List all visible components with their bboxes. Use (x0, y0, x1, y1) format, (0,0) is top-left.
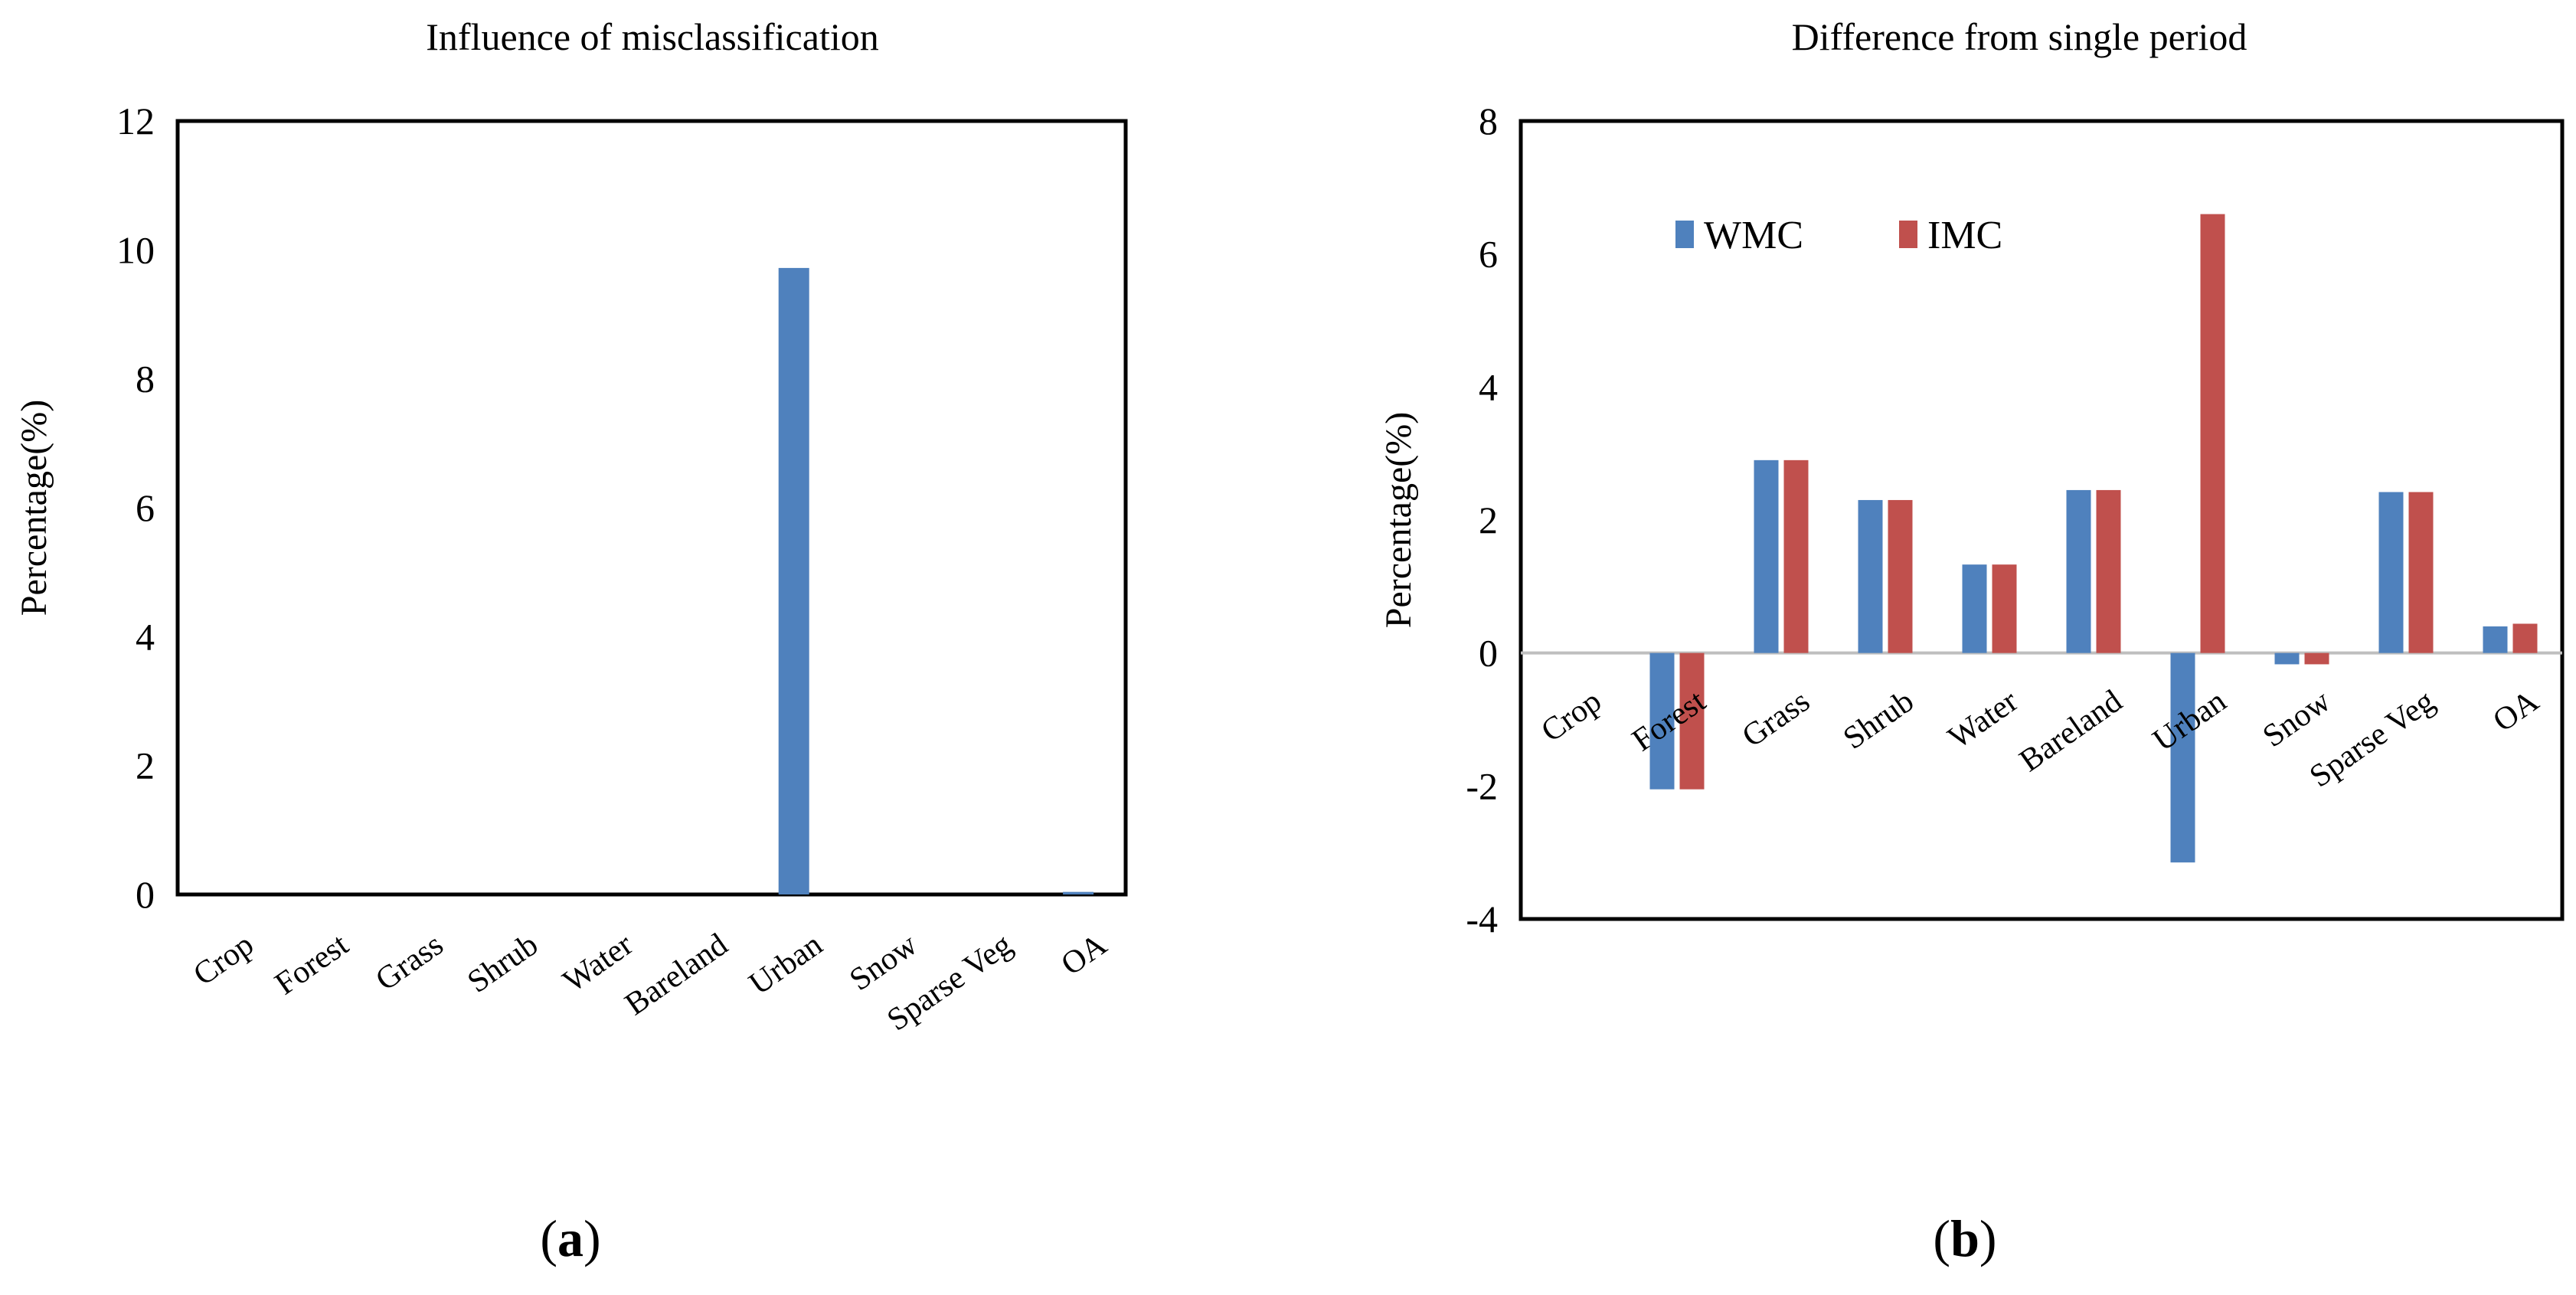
chart-b-y-tick: 6 (1479, 233, 1498, 276)
chart-b-bar-wmc-urban (2170, 652, 2195, 863)
chart-b-bar-imc-snow (2304, 652, 2329, 665)
chart-b-bar-wmc-bareland (2066, 489, 2091, 653)
chart-a-category-label: Urban (743, 927, 829, 1002)
chart-b-bar-wmc-water (1962, 564, 1987, 653)
chart-a-y-tick: 10 (116, 228, 155, 271)
chart-a-panel-label: (a) (540, 1209, 600, 1267)
chart-a-category-label: OA (1055, 927, 1114, 983)
chart-b-bar-imc-grass (1783, 459, 1809, 653)
chart-b-category-label: Snow (2257, 683, 2337, 754)
chart-a-y-tick: 4 (136, 615, 155, 658)
chart-a-category-label: Crop (187, 927, 260, 993)
chart-b-bar-wmc-snow (2274, 652, 2300, 665)
chart-a-y-tick: 8 (136, 358, 155, 401)
legend-imc-label: IMC (1927, 214, 2002, 257)
chart-b-category-label: Shrub (1837, 684, 1921, 757)
chart-b: Difference from single period -4-202468 … (1378, 15, 2565, 1267)
chart-a-y-axis: 0 2 4 6 8 10 12 (116, 100, 155, 916)
chart-a-y-tick: 6 (136, 486, 155, 529)
chart-b-category-label: Crop (1535, 684, 1608, 750)
chart-b-category-label: Bareland (2013, 684, 2129, 780)
chart-b-bar-wmc-forest (1649, 652, 1675, 790)
chart-b-bar-wmc-grass (1754, 459, 1779, 653)
chart-b-y-tick: 0 (1479, 632, 1498, 675)
chart-a-y-tick: 0 (136, 873, 155, 916)
chart-b-bar-imc-oa (2512, 623, 2538, 653)
chart-b-panel-label: (b) (1933, 1209, 1996, 1267)
chart-a-y-axis-label: Percentage(%) (14, 400, 54, 616)
chart-b-bars (1649, 214, 2538, 863)
chart-b-legend: WMC IMC (1675, 214, 2002, 257)
chart-a-y-tick: 2 (136, 744, 155, 787)
chart-b-bar-imc-shrub (1888, 499, 1913, 653)
chart-a-title: Influence of misclassification (426, 15, 878, 58)
chart-a-bars (778, 267, 1094, 894)
chart-b-y-tick: -2 (1466, 764, 1498, 807)
chart-b-bar-wmc-sparse-veg (2378, 492, 2404, 653)
chart-b-bar-imc-forest (1679, 652, 1705, 790)
chart-a-category-label: Forest (269, 927, 355, 1002)
legend-imc-swatch (1899, 221, 1917, 248)
chart-b-y-tick: -4 (1466, 898, 1498, 940)
chart-a-category-label: Shrub (461, 927, 544, 1000)
chart-b-bar-imc-urban (2200, 214, 2225, 653)
chart-b-y-tick: 4 (1479, 365, 1498, 408)
legend-wmc-swatch (1675, 221, 1694, 248)
chart-b-title: Difference from single period (1792, 15, 2247, 58)
chart-a-plot-frame (175, 119, 1128, 897)
chart-b-y-axis: -4 -2 0 2 4 6 8 (1466, 100, 1498, 940)
chart-b-bar-imc-sparse-veg (2408, 492, 2434, 653)
legend-wmc-label: WMC (1704, 214, 1803, 257)
chart-b-plot-frame (1518, 119, 2565, 921)
chart-b-y-tick: 8 (1479, 100, 1498, 142)
chart-b-category-label: Grass (1736, 684, 1816, 755)
chart-b-y-tick: 2 (1479, 499, 1498, 541)
chart-b-bar-imc-water (1992, 564, 2017, 653)
chart-a-category-label: Grass (369, 927, 449, 999)
chart-a-category-label: Bareland (619, 927, 734, 1023)
chart-b-y-axis-label: Percentage(%) (1378, 412, 1419, 629)
chart-a-y-tick: 12 (116, 100, 155, 142)
chart-a-bar-influence-oa (1063, 891, 1094, 894)
chart-b-bar-imc-bareland (2096, 489, 2121, 653)
chart-b-category-label: OA (2487, 683, 2546, 739)
chart-b-bar-wmc-shrub (1858, 499, 1883, 653)
chart-b-bar-wmc-oa (2483, 626, 2508, 653)
chart-a-bar-influence-urban (778, 267, 809, 894)
chart-a: Influence of misclassification 0 2 4 6 8 10 12… (14, 15, 1128, 1267)
chart-b-category-label: Water (1942, 684, 2025, 757)
